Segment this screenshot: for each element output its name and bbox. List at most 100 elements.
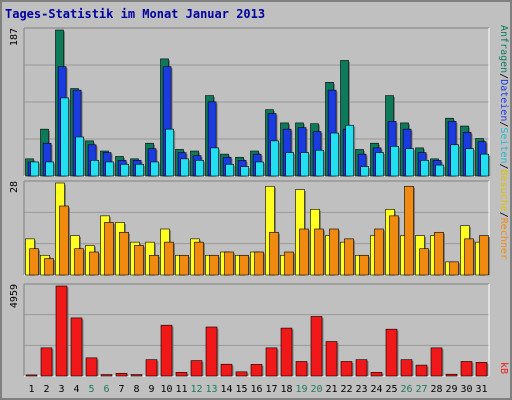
bar-kb <box>475 362 488 377</box>
bar-rechner <box>374 228 384 276</box>
legend-seiten: Seiten <box>498 127 509 163</box>
bar-seiten <box>300 152 310 177</box>
bar-rechner <box>224 251 234 276</box>
bar-seiten <box>240 166 249 177</box>
bar-seiten <box>420 160 430 177</box>
bar-kb <box>130 374 143 377</box>
bar-kb <box>325 341 338 377</box>
bar-kb <box>175 372 188 377</box>
x-tick-label: 15 <box>235 384 247 395</box>
legend-top: Anfragen/Dateien/Seiten/Besuche/Rechner <box>498 25 509 260</box>
bar-rechner <box>359 254 369 276</box>
legend-sep: / <box>498 212 509 218</box>
bar-seiten <box>195 160 204 177</box>
x-tick-label: 20 <box>310 384 322 395</box>
bar-kb <box>430 347 443 377</box>
x-tick-label: 28 <box>430 384 442 395</box>
middle-ymax-label: 28 <box>9 181 20 193</box>
bar-seiten <box>315 149 325 177</box>
x-tick-label: 12 <box>190 384 202 395</box>
bar-rechner <box>329 228 339 276</box>
x-tick-label: 31 <box>475 384 487 395</box>
bar-kb <box>235 371 248 377</box>
bar-seiten <box>270 140 280 177</box>
x-tick-label: 18 <box>280 384 292 395</box>
bar-seiten <box>75 136 84 177</box>
bar-rechner <box>254 251 264 276</box>
chart-title: Tages-Statistik im Monat Januar 2013 <box>5 7 266 21</box>
bar-seiten <box>135 163 144 177</box>
bar-rechner <box>404 185 414 276</box>
panel-bottom <box>23 283 490 377</box>
x-tick-label: 6 <box>103 384 109 395</box>
bar-rechner <box>464 238 474 276</box>
bar-kb <box>40 347 53 377</box>
bar-seiten <box>330 132 340 177</box>
bar-rechner <box>389 215 399 276</box>
panel-top <box>23 27 491 177</box>
legend-anfragen: Anfragen <box>498 25 509 73</box>
bar-rechner <box>479 235 489 276</box>
bar-seiten <box>390 146 400 177</box>
bar-kb <box>280 327 293 377</box>
bar-seiten <box>90 160 99 177</box>
bar-rechner <box>104 222 114 276</box>
x-tick-label: 11 <box>175 384 187 395</box>
bar-kb <box>370 372 383 377</box>
x-tick-label: 30 <box>460 384 472 395</box>
bar-seiten <box>255 161 264 177</box>
x-tick-label: 1 <box>28 384 34 395</box>
legend-sep: / <box>498 164 509 170</box>
bar-seiten <box>165 128 174 177</box>
bar-kb <box>205 326 218 377</box>
bar-kb <box>385 328 398 377</box>
bar-kb <box>445 373 458 377</box>
bar-kb <box>415 364 428 377</box>
x-tick-label: 23 <box>355 384 367 395</box>
bar-kb <box>160 324 173 377</box>
bar-seiten <box>450 144 460 177</box>
bar-rechner <box>164 241 174 276</box>
bar-kb <box>25 374 38 377</box>
x-tick-label: 25 <box>385 384 397 395</box>
x-tick-label: 14 <box>220 384 232 395</box>
x-tick-label: 21 <box>325 384 337 395</box>
bar-rechner <box>179 254 189 276</box>
bar-seiten <box>375 152 385 177</box>
bar-seiten <box>30 161 40 177</box>
x-tick-label: 24 <box>370 384 382 395</box>
bar-rechner <box>194 241 204 276</box>
legend-dateien: Dateien <box>498 79 509 121</box>
bar-seiten <box>345 124 355 177</box>
bar-rechner <box>419 248 429 276</box>
bar-kb <box>310 316 323 377</box>
bar-kb <box>100 374 113 377</box>
bar-kb <box>220 363 233 377</box>
bar-rechner <box>149 254 159 276</box>
x-tick-label: 22 <box>340 384 352 395</box>
bar-seiten <box>360 166 370 177</box>
x-tick-label: 7 <box>118 384 124 395</box>
bar-kb <box>70 317 83 377</box>
legend-kb: kB <box>498 362 509 374</box>
x-tick-label: 4 <box>73 384 79 395</box>
bar-rechner <box>209 254 219 276</box>
bar-kb <box>355 359 368 377</box>
bar-seiten <box>210 147 219 177</box>
bar-kb <box>190 360 203 377</box>
x-tick-label: 16 <box>250 384 262 395</box>
bar-seiten <box>150 161 159 177</box>
bottom-ymax-label: 4959 <box>9 284 20 308</box>
bar-seiten <box>465 148 475 177</box>
bar-rechner <box>89 251 99 276</box>
bar-kb <box>115 372 128 377</box>
bar-kb <box>85 357 98 377</box>
bar-rechner <box>449 261 459 276</box>
x-tick-label: 9 <box>148 384 154 395</box>
bar-rechner <box>269 231 279 276</box>
bar-seiten <box>120 163 129 177</box>
x-tick-label: 29 <box>445 384 457 395</box>
x-tick-label: 5 <box>88 384 94 395</box>
bar-seiten <box>480 153 490 177</box>
x-tick-label: 3 <box>58 384 64 395</box>
